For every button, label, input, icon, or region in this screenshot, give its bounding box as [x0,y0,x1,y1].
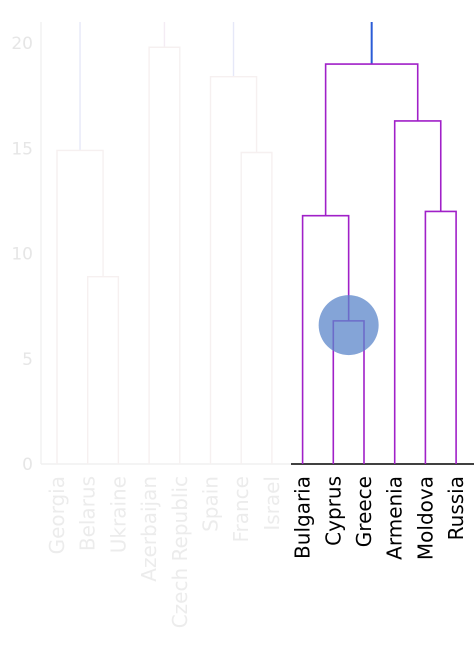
leaf-label-czech-republic: Czech Republic [168,476,192,628]
link-belarus-ukraine [87,275,120,464]
y-tick-label: 15 [11,139,33,159]
leaf-label-bulgaria: Bulgaria [291,476,315,559]
leaf-label-greece: Greece [352,476,376,547]
leaf-label-france: France [229,476,253,543]
cursor-layer [318,295,379,356]
y-tick-label: 0 [22,455,33,475]
link-moldova-russia [424,210,457,464]
y-tick-label: 5 [22,350,33,370]
dendrogram-links [56,22,457,464]
link-france-israel [240,151,273,464]
link-armenia-moldova-russia [393,120,442,464]
leaf-label-azerbaijan: Azerbaijan [137,476,161,582]
leaf-label-armenia: Armenia [383,476,407,560]
y-tick-label: 10 [11,245,33,265]
leaf-label-israel: Israel [260,476,284,531]
leaf-label-cyprus: Cyprus [321,476,345,546]
link-azerbaijan-czech [148,46,181,464]
leaf-label-belarus: Belarus [76,476,100,551]
leaf-label-russia: Russia [444,476,468,540]
link-georgia-belarus-ukraine [56,149,104,464]
link-spain-france-israel [209,76,258,464]
cursor-indicator [318,295,379,356]
leaf-label-moldova: Moldova [413,476,437,560]
leaf-label-georgia: Georgia [45,476,69,554]
y-tick-label: 20 [11,34,33,54]
leaf-labels: Georgia Belarus Ukraine Azerbaijan Czech Rep… [45,476,468,628]
leaf-label-spain: Spain [199,476,223,532]
y-axis: 0 5 10 15 20 [11,22,474,475]
link-group-right [324,63,419,216]
leaf-label-ukraine: Ukraine [106,476,130,553]
